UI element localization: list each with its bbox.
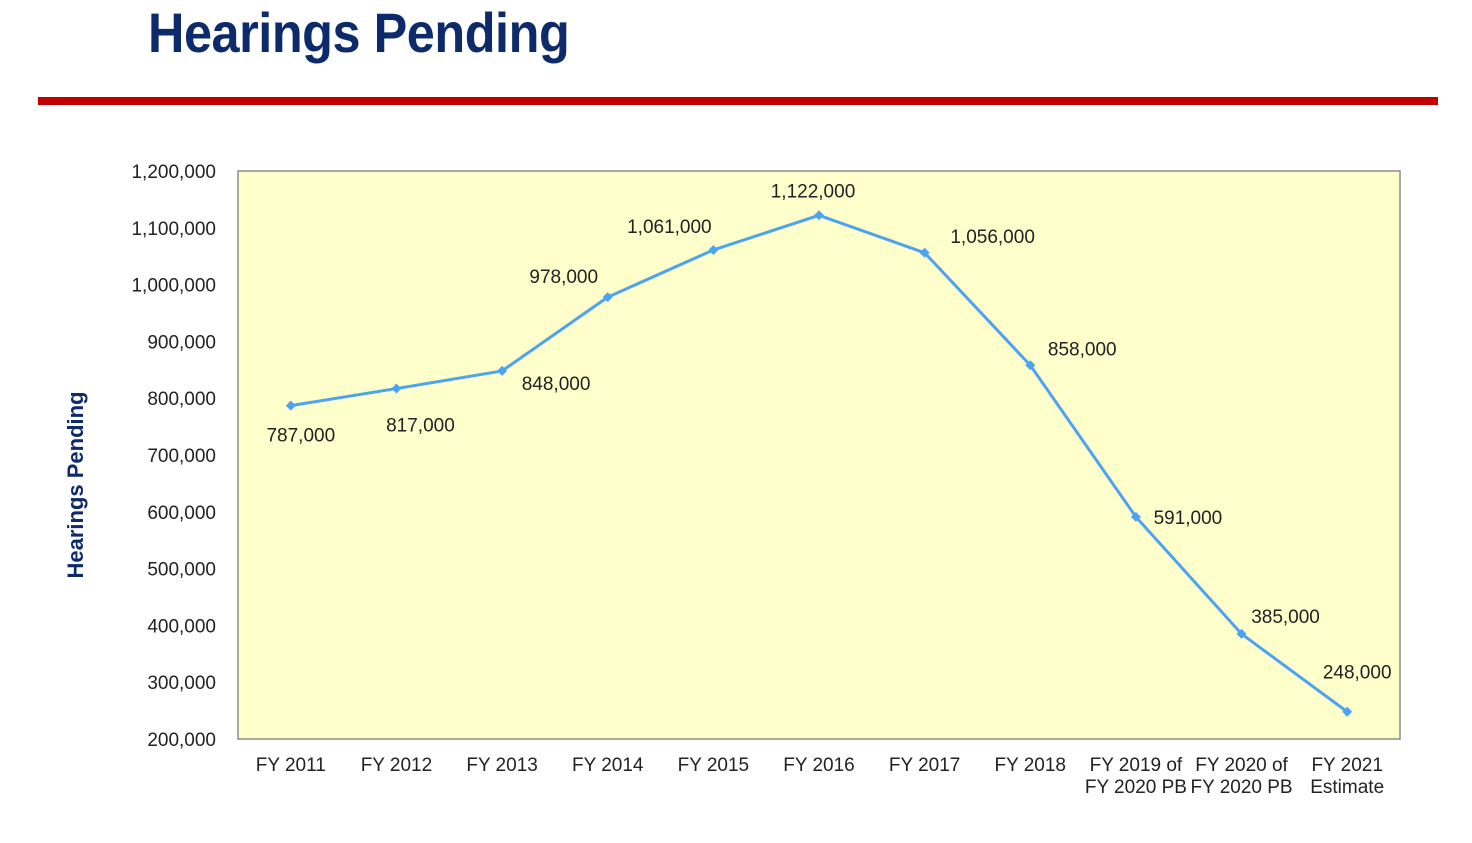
x-tick-label: FY 2015	[678, 755, 749, 776]
data-point-marker	[919, 247, 930, 258]
data-point-marker	[1342, 706, 1353, 717]
data-point-marker	[708, 244, 719, 255]
y-tick-label: 1,000,000	[131, 276, 216, 297]
x-tick-label: FY 2013	[466, 755, 537, 776]
x-tick-label: FY 2019 of FY 2020 PB	[1085, 755, 1187, 798]
data-point-marker	[1025, 360, 1036, 371]
y-tick-label: 1,100,000	[131, 219, 216, 240]
data-label: 817,000	[386, 416, 455, 437]
x-tick-label: FY 2021 Estimate	[1310, 755, 1384, 798]
x-tick-label: FY 2018	[995, 755, 1066, 776]
x-tick-label: FY 2011	[256, 755, 326, 776]
y-tick-label: 700,000	[147, 446, 216, 467]
page-title: Hearings Pending	[148, 1, 570, 64]
y-tick-label: 900,000	[147, 332, 216, 353]
data-label: 591,000	[1154, 508, 1223, 529]
x-tick-label: FY 2020 of FY 2020 PB	[1190, 755, 1292, 798]
data-point-marker	[1236, 628, 1247, 639]
data-label: 787,000	[266, 426, 335, 447]
x-tick-label: FY 2014	[572, 755, 644, 776]
x-tick-label: FY 2017	[889, 755, 960, 776]
y-tick-label: 1,200,000	[131, 162, 216, 183]
data-label: 858,000	[1048, 339, 1117, 360]
data-point-marker	[1130, 511, 1141, 522]
y-tick-label: 500,000	[147, 560, 216, 581]
data-label: 978,000	[529, 267, 598, 288]
data-point-marker	[391, 383, 402, 394]
data-label: 1,061,000	[627, 217, 712, 238]
series-markers	[285, 210, 1353, 717]
title-divider	[38, 97, 1438, 105]
data-label: 848,000	[522, 374, 591, 395]
data-label: 385,000	[1251, 607, 1320, 628]
x-tick-label: FY 2012	[361, 755, 432, 776]
x-axis-ticks: FY 2011 FY 2012 FY 2013 FY 2014 FY 2015 FY 20…	[256, 755, 1384, 798]
y-axis-ticks: 200,000 300,000 400,000 500,000 600,000 700,0…	[131, 162, 216, 751]
data-label: 1,122,000	[771, 181, 856, 202]
y-axis-label: Hearings Pending	[63, 391, 88, 578]
data-label: 248,000	[1323, 663, 1392, 684]
y-tick-label: 600,000	[147, 503, 216, 524]
y-tick-label: 400,000	[147, 616, 216, 637]
y-tick-label: 800,000	[147, 389, 216, 410]
data-point-marker	[497, 365, 508, 376]
data-label: 1,056,000	[950, 227, 1035, 248]
data-point-marker	[285, 400, 296, 411]
y-tick-label: 200,000	[147, 730, 216, 751]
data-labels: 787,000 817,000 848,000 978,000 1,061,000 1,1…	[266, 181, 1391, 683]
x-tick-label: FY 2016	[783, 755, 854, 776]
data-point-marker	[814, 210, 824, 221]
plot-area	[237, 170, 1401, 740]
y-tick-label: 300,000	[147, 673, 216, 694]
data-point-marker	[602, 292, 613, 303]
